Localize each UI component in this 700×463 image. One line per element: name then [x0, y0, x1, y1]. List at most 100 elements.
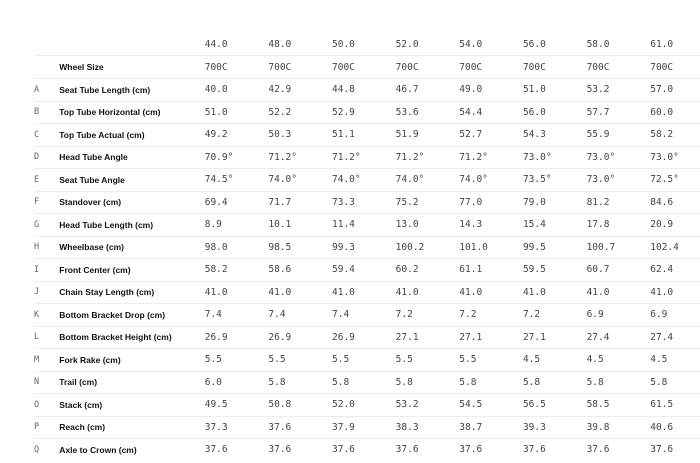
size-header: 52.0	[395, 33, 460, 56]
cell-value: 7.4	[332, 303, 396, 327]
row-letter: J	[34, 281, 60, 304]
cell-value: 7.2	[395, 303, 460, 327]
row-letter: Q	[34, 444, 40, 455]
cell-value: 7.4	[204, 303, 269, 327]
table-row: K Bottom Bracket Drop (cm) 7.4 7.4 7.4 7.2 7.2…	[34, 303, 700, 327]
row-letter: A	[34, 78, 60, 102]
cell-value: 53.2	[586, 78, 651, 102]
row-letter: D	[34, 146, 60, 169]
cell-value: 13.0	[395, 213, 460, 237]
cell-value: 11.4	[332, 213, 396, 237]
cell-value: 44.8	[332, 78, 396, 102]
cell-value: 4.5	[522, 348, 587, 372]
row-letter: L	[34, 326, 60, 349]
cell-value: 700C	[395, 55, 460, 79]
size-header: 50.0	[332, 33, 396, 56]
cell-value: 5.8	[332, 371, 396, 394]
row-label: Fork Rake (cm)	[59, 348, 205, 372]
row-label: Seat Tube Angle	[59, 168, 205, 192]
cell-value: 41.0	[395, 281, 460, 304]
cell-value: 15.4	[522, 213, 587, 237]
row-label: Top Tube Actual (cm)	[59, 123, 205, 147]
cell-value: 74.0°	[459, 168, 523, 192]
cell-value: 52.2	[268, 101, 333, 124]
cell-value: 73.0°	[650, 146, 700, 169]
cell-value: 700C	[332, 55, 396, 79]
row-letter: F	[34, 191, 60, 214]
cell-value: 41.0	[522, 281, 587, 304]
size-header-row: 44.0 48.0 50.0 52.0 54.0 56.0 58.0 61.0	[34, 33, 700, 56]
row-letter: G	[34, 213, 60, 237]
cell-value: 37.9	[332, 416, 396, 439]
row-label: Seat Tube Length (cm)	[59, 78, 205, 102]
size-header: 48.0	[268, 33, 333, 56]
row-letter	[34, 55, 60, 79]
cell-value: 41.0	[650, 281, 700, 304]
cell-value: 52.9	[332, 101, 396, 124]
cell-value: 46.7	[395, 78, 460, 102]
cell-value: 73.0°	[522, 146, 587, 169]
table-row: B Top Tube Horizontal (cm) 51.0 52.2 52.9 53.…	[34, 101, 700, 124]
cell-value: 50.8	[268, 393, 333, 417]
cell-value: 52.0	[332, 393, 396, 417]
cell-value: 37.3	[204, 416, 269, 439]
row-label: Trail (cm)	[59, 371, 205, 394]
row-letter: P	[34, 416, 60, 439]
row-label: Bottom Bracket Height (cm)	[59, 326, 205, 349]
size-header: 54.0	[459, 33, 523, 56]
cell-value: 37.6	[459, 444, 483, 456]
cell-value: 6.0	[204, 371, 269, 394]
cell-value: 52.7	[459, 123, 523, 147]
cell-value: 71.2°	[459, 146, 523, 169]
cell-value: 79.0	[522, 191, 587, 214]
table-row: F Standover (cm) 69.4 71.7 73.3 75.2 77.0 79.0 8…	[34, 191, 700, 214]
cell-value: 5.5	[204, 348, 269, 372]
table-row: A Seat Tube Length (cm) 40.0 42.9 44.8 46.7 49…	[34, 78, 700, 102]
cell-value: 73.3	[332, 191, 396, 214]
cell-value: 5.5	[459, 348, 523, 372]
size-header: 44.0	[204, 33, 269, 56]
cell-value: 99.5	[522, 236, 587, 259]
row-letter: B	[34, 101, 60, 124]
cell-value: 49.5	[204, 393, 269, 417]
table-row: H Wheelbase (cm) 98.0 98.5 99.3 100.2 101.0 99.…	[34, 236, 700, 259]
cell-value: 41.0	[586, 281, 651, 304]
cell-value: 98.5	[268, 236, 333, 259]
row-label: Reach (cm)	[59, 416, 205, 439]
row-label: Front Center (cm)	[59, 258, 205, 282]
cell-value: 37.6	[268, 444, 292, 456]
cell-value: 60.7	[586, 258, 651, 282]
cell-value: 62.4	[650, 258, 700, 282]
cell-value: 6.9	[650, 303, 700, 327]
cell-value: 51.0	[204, 101, 269, 124]
cell-value: 98.0	[204, 236, 269, 259]
table-row: J Chain Stay Length (cm) 41.0 41.0 41.0 41.0 4…	[34, 281, 700, 304]
cell-value: 4.5	[586, 348, 651, 372]
cell-value: 20.9	[650, 213, 700, 237]
cell-value: 56.0	[522, 101, 587, 124]
table-row: Wheel Size 700C 700C 700C 700C 700C 700C 700C 70…	[34, 55, 700, 79]
geometry-table: 44.0 48.0 50.0 52.0 54.0 56.0 58.0 61.0 Wheel S…	[34, 33, 700, 461]
cell-value: 77.0	[459, 191, 523, 214]
cell-value: 41.0	[459, 281, 523, 304]
cell-value: 700C	[459, 55, 523, 79]
cell-value: 7.2	[522, 303, 587, 327]
cell-value: 17.8	[586, 213, 651, 237]
cell-value: 5.8	[650, 371, 700, 394]
cell-value: 74.0°	[268, 168, 333, 192]
cell-value: 38.7	[459, 416, 523, 439]
cell-value: 6.9	[586, 303, 651, 327]
cell-value: 49.2	[204, 123, 269, 147]
cell-value: 26.9	[204, 326, 269, 349]
cell-value: 75.2	[395, 191, 460, 214]
cell-value: 54.5	[459, 393, 523, 417]
cell-value: 59.4	[332, 258, 396, 282]
cell-value: 41.0	[332, 281, 396, 304]
cell-value: 5.8	[586, 371, 651, 394]
table-row: M Fork Rake (cm) 5.5 5.5 5.5 5.5 5.5 4.5 4.5 4.5	[34, 348, 700, 372]
cell-value: 37.6	[395, 444, 419, 456]
cell-value: 53.6	[395, 101, 460, 124]
cell-value: 51.9	[395, 123, 460, 147]
table-row: L Bottom Bracket Height (cm) 26.9 26.9 26.9 2…	[34, 326, 700, 349]
cell-value: 7.2	[459, 303, 523, 327]
